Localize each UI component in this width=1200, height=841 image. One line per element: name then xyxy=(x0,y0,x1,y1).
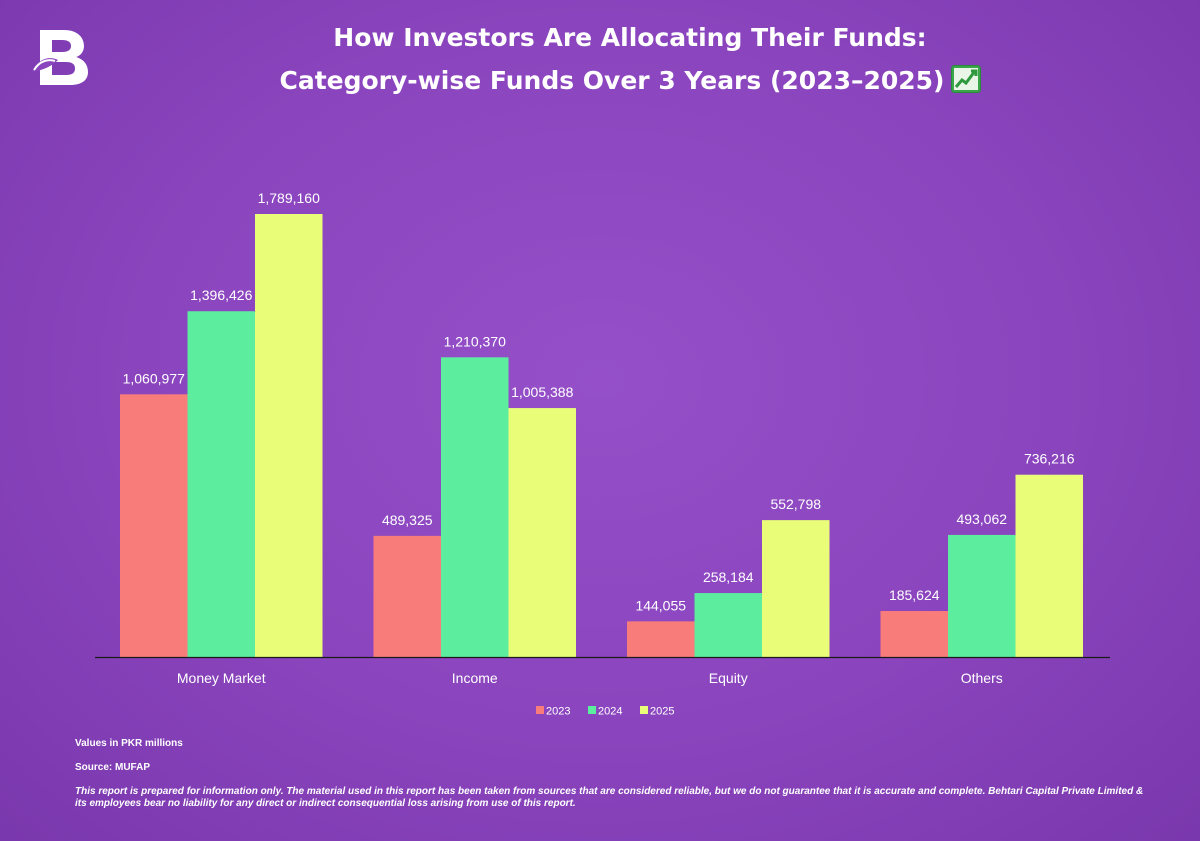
legend: 2023 2024 2025 xyxy=(536,706,674,718)
data-label: 1,060,977 xyxy=(123,370,185,386)
bar-labels-group: 1,060,977 1,396,426 1,789,160 489,325 1,210,… xyxy=(123,190,1075,613)
data-label: 489,325 xyxy=(382,512,433,528)
legend-label-2025: 2025 xyxy=(650,706,674,718)
chart-increasing-icon xyxy=(950,65,981,93)
data-label: 736,216 xyxy=(1024,451,1075,467)
units-note: Values in PKR millions xyxy=(75,738,183,749)
bar-equity-2024 xyxy=(694,593,762,657)
bar-income-2024 xyxy=(441,357,509,657)
chart-title-line-2: Category-wise Funds Over 3 Years (2023–2… xyxy=(200,59,1060,102)
data-label: 1,210,370 xyxy=(444,333,506,349)
data-label: 258,184 xyxy=(703,569,754,585)
bar-income-2023 xyxy=(373,535,441,657)
bar-equity-2023 xyxy=(627,621,695,657)
data-label: 144,055 xyxy=(635,597,686,613)
data-label: 552,798 xyxy=(770,496,821,512)
data-label: 185,624 xyxy=(889,587,940,603)
chart-title-line-2-text: Category-wise Funds Over 3 Years (2023–2… xyxy=(279,66,945,95)
bars-group xyxy=(120,214,1083,657)
legend-swatch-2024 xyxy=(588,706,596,714)
data-label: 1,396,426 xyxy=(190,287,252,303)
bar-equity-2025 xyxy=(762,520,830,657)
disclaimer: This report is prepared for information … xyxy=(75,786,1144,809)
bar-money-market-2025 xyxy=(255,214,323,657)
data-label: 1,789,160 xyxy=(258,190,320,206)
legend-swatch-2023 xyxy=(536,706,544,714)
x-tick-label: Others xyxy=(961,670,1003,686)
brand-logo xyxy=(32,30,88,85)
bar-income-2025 xyxy=(508,408,576,657)
bar-others-2024 xyxy=(948,534,1016,657)
bar-money-market-2024 xyxy=(187,311,255,657)
x-tick-label: Income xyxy=(452,670,498,686)
x-tick-label: Money Market xyxy=(177,670,266,686)
chart-title-line-1: How Investors Are Allocating Their Funds… xyxy=(333,23,927,52)
x-tick-labels-group: Money Market Income Equity Others xyxy=(177,670,1003,686)
bar-others-2023 xyxy=(880,611,948,657)
source-note: Source: MUFAP xyxy=(75,762,151,773)
bar-others-2025 xyxy=(1015,474,1083,657)
legend-label-2023: 2023 xyxy=(546,706,570,718)
legend-label-2024: 2024 xyxy=(598,706,622,718)
legend-swatch-2025 xyxy=(640,706,648,714)
data-label: 1,005,388 xyxy=(511,384,573,400)
x-tick-label: Equity xyxy=(709,670,748,686)
data-label: 493,062 xyxy=(956,511,1007,527)
bar-money-market-2023 xyxy=(120,394,188,657)
chart-title: How Investors Are Allocating Their Funds… xyxy=(200,16,1060,102)
